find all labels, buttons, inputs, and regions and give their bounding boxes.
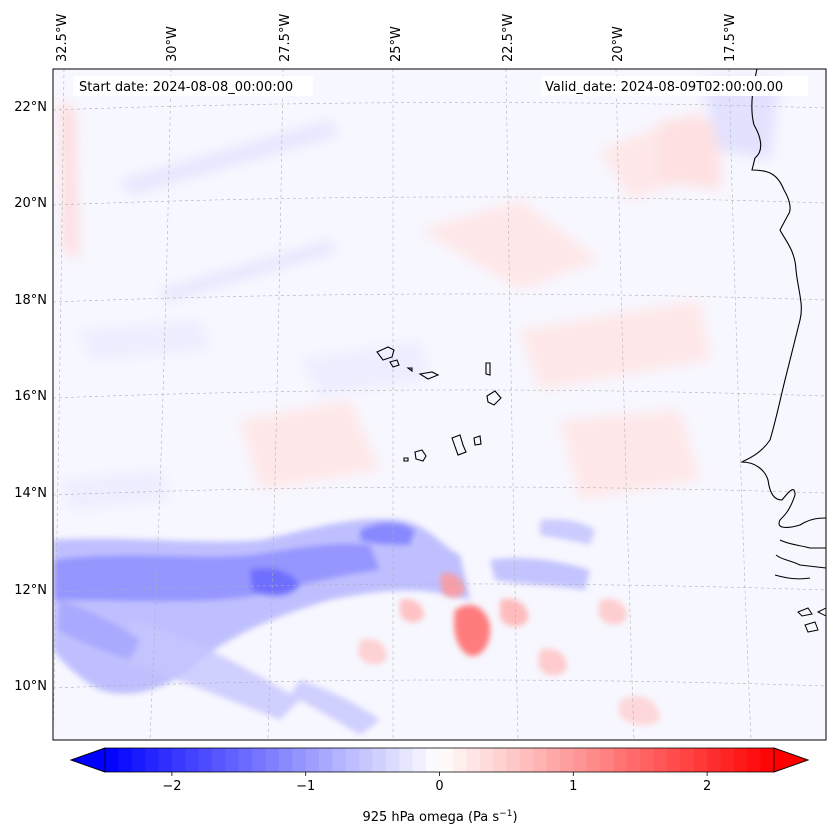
- colorbar-label: 925 hPa omega (Pa s−1): [362, 809, 517, 825]
- colorbar: −2 −1 0 1 2 925 hPa omega (Pa s−1): [69, 747, 810, 825]
- colorbar-cell: [506, 748, 521, 772]
- colorbar-cell: [238, 748, 253, 772]
- colorbar-tick-label: 2: [703, 779, 711, 794]
- colorbar-cell: [586, 748, 601, 772]
- longitude-labels: 32.5°W 30°W 27.5°W 25°W 22.5°W 20°W 17.5…: [55, 14, 738, 62]
- lat-label-18n: 18°N: [14, 293, 47, 308]
- colorbar-tick-label: 0: [435, 779, 443, 794]
- colorbar-cell: [653, 748, 668, 772]
- colorbar-cell: [278, 748, 293, 772]
- colorbar-cell: [305, 748, 320, 772]
- colorbar-outline: [69, 747, 810, 773]
- colorbar-cell: [573, 748, 588, 772]
- lon-label-17-5w: 17.5°W: [723, 14, 738, 62]
- lon-label-22-5w: 22.5°W: [501, 14, 516, 62]
- map-panel: Start date: 2024-08-08_00:00:00 Valid_da…: [53, 69, 826, 740]
- colorbar-cell: [359, 748, 374, 772]
- colorbar-cell: [666, 748, 681, 772]
- colorbar-cell: [452, 748, 467, 772]
- colorbar-cell: [412, 748, 427, 772]
- colorbar-cell: [118, 748, 133, 772]
- coast-gambia-detail: [774, 539, 826, 580]
- colorbar-cell: [252, 748, 267, 772]
- valid-date-box: [541, 76, 808, 96]
- colorbar-cell: [720, 748, 735, 772]
- lon-label-30w: 30°W: [165, 26, 180, 62]
- colorbar-cell: [426, 748, 441, 772]
- colorbar-cell: [533, 748, 548, 772]
- valid-date-label: Valid_date: 2024-08-09T02:00:00.00: [545, 80, 783, 95]
- colorbar-cell: [519, 748, 534, 772]
- colorbar-extend-low: [69, 747, 106, 773]
- colorbar-cell: [145, 748, 160, 772]
- colorbar-cell: [385, 748, 400, 772]
- colorbar-ticks: −2 −1 0 1 2: [162, 772, 711, 794]
- lat-label-20n: 20°N: [14, 196, 47, 211]
- lon-label-25w: 25°W: [389, 26, 404, 62]
- map-frame: [52, 68, 827, 741]
- lat-label-16n: 16°N: [14, 389, 47, 404]
- colorbar-cell: [707, 748, 722, 772]
- lon-label-32-5w: 32.5°W: [55, 14, 70, 62]
- colorbar-cell: [613, 748, 628, 772]
- colorbar-cell: [559, 748, 574, 772]
- lon-label-27-5w: 27.5°W: [278, 14, 293, 62]
- colorbar-tick-label: 1: [569, 779, 577, 794]
- colorbar-cell: [733, 748, 748, 772]
- coast-bissagos: [797, 607, 826, 633]
- lat-label-22n: 22°N: [14, 100, 47, 115]
- colorbar-tick-label: −1: [296, 779, 315, 794]
- colorbar-cell: [479, 748, 494, 772]
- colorbar-cell: [131, 748, 146, 772]
- lon-label-20w: 20°W: [611, 26, 626, 62]
- colorbar-cell: [760, 748, 775, 772]
- latitude-labels: 22°N 20°N 18°N 16°N 14°N 12°N 10°N: [14, 100, 47, 694]
- colorbar-cell: [466, 748, 481, 772]
- start-date-label: Start date: 2024-08-08_00:00:00: [79, 80, 293, 95]
- colorbar-cell: [693, 748, 708, 772]
- colorbar-cell: [626, 748, 641, 772]
- colorbar-cell: [680, 748, 695, 772]
- colorbar-cell: [372, 748, 387, 772]
- lat-label-12n: 12°N: [14, 583, 47, 598]
- colorbar-cell: [171, 748, 186, 772]
- african-coastline: [740, 69, 826, 528]
- colorbar-cell: [105, 748, 119, 772]
- colorbar-cell: [292, 748, 307, 772]
- colorbar-cell: [439, 748, 454, 772]
- colorbar-extend-high: [773, 747, 810, 773]
- colorbar-cell: [319, 748, 334, 772]
- cape-verde-islands: [376, 346, 502, 462]
- lat-label-14n: 14°N: [14, 486, 47, 501]
- colorbar-cell: [640, 748, 655, 772]
- lat-label-10n: 10°N: [14, 679, 47, 694]
- colorbar-cell: [332, 748, 347, 772]
- colorbar-cell: [265, 748, 280, 772]
- colorbar-cell: [158, 748, 173, 772]
- colorbar-cell: [546, 748, 561, 772]
- colorbar-cell: [493, 748, 507, 772]
- colorbar-cell: [198, 748, 213, 772]
- colorbar-cell: [747, 748, 762, 772]
- colorbar-cell: [399, 748, 414, 772]
- colorbar-cells: [105, 748, 775, 772]
- colorbar-cell: [185, 748, 200, 772]
- colorbar-cell: [600, 748, 615, 772]
- colorbar-cell: [212, 748, 227, 772]
- gridlines: [53, 69, 826, 740]
- colorbar-cell: [345, 748, 360, 772]
- colorbar-tick-label: −2: [162, 779, 181, 794]
- start-date-box: [73, 76, 313, 96]
- colorbar-cell: [225, 748, 240, 772]
